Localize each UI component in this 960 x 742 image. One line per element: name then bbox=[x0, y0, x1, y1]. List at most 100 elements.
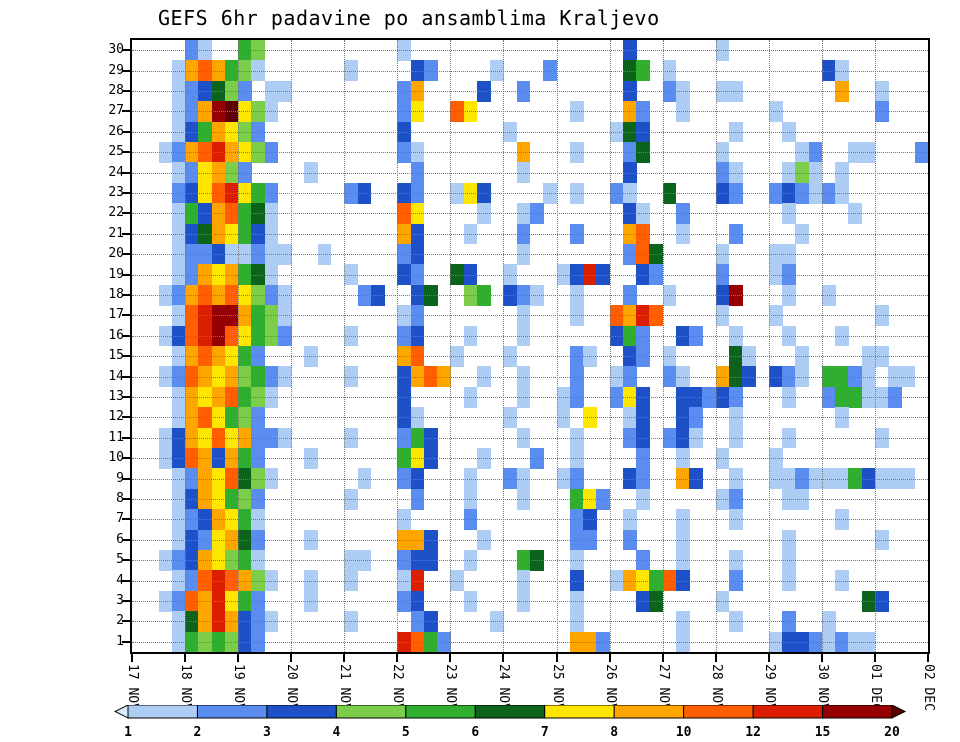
gridline-horizontal bbox=[132, 50, 928, 52]
plot-area bbox=[130, 38, 930, 654]
gridline-vertical bbox=[344, 40, 346, 652]
x-tick-label: 30 NOV bbox=[814, 664, 830, 711]
gridline-vertical bbox=[556, 40, 558, 652]
x-tick-label: 17 NOV bbox=[125, 664, 140, 711]
x-tick bbox=[343, 654, 346, 662]
gridline-vertical bbox=[715, 40, 717, 652]
y-tick-label: 10 bbox=[108, 450, 124, 466]
y-tick-label: 30 bbox=[108, 42, 124, 58]
gridline-horizontal bbox=[132, 458, 928, 460]
y-tick-label: 20 bbox=[108, 246, 124, 262]
gridline-horizontal bbox=[132, 641, 928, 643]
y-tick bbox=[122, 212, 130, 215]
y-tick-label: 13 bbox=[108, 389, 124, 404]
y-tick-label: 8 bbox=[116, 491, 124, 506]
gridline-horizontal bbox=[132, 70, 928, 72]
y-tick bbox=[122, 600, 130, 602]
x-tick-label: 20 NOV bbox=[284, 664, 300, 711]
y-tick bbox=[122, 192, 130, 194]
y-tick-label: 18 bbox=[108, 287, 124, 302]
y-tick-label: 7 bbox=[116, 511, 124, 527]
colorbar-label: 6 bbox=[471, 725, 479, 740]
colorbar-segment bbox=[613, 705, 685, 719]
x-tick bbox=[290, 654, 293, 662]
y-tick-label: 14 bbox=[108, 368, 124, 384]
y-tick bbox=[122, 232, 130, 235]
y-tick bbox=[122, 498, 130, 500]
colorbar-segment bbox=[474, 705, 546, 719]
y-tick-label: 29 bbox=[108, 62, 124, 78]
y-tick-label: 26 bbox=[108, 123, 124, 139]
gridline-horizontal bbox=[132, 111, 928, 113]
x-tick-label: 27 NOV bbox=[655, 664, 671, 711]
y-tick bbox=[122, 457, 130, 460]
y-tick-label: 25 bbox=[108, 144, 124, 160]
y-tick bbox=[122, 110, 130, 113]
gridline-horizontal bbox=[132, 560, 928, 562]
x-tick bbox=[820, 654, 823, 662]
y-tick bbox=[122, 518, 130, 521]
y-tick bbox=[122, 396, 130, 398]
gridline-horizontal bbox=[132, 315, 928, 317]
gridline-horizontal bbox=[132, 519, 928, 521]
gridline-horizontal bbox=[132, 478, 928, 480]
gridline-horizontal bbox=[132, 233, 928, 235]
y-tick-label: 4 bbox=[116, 572, 124, 588]
gridline-vertical bbox=[503, 40, 505, 652]
y-tick-label: 23 bbox=[108, 185, 124, 200]
y-tick-label: 17 bbox=[108, 307, 124, 323]
gridline-horizontal bbox=[132, 91, 928, 92]
gridline-horizontal bbox=[132, 437, 928, 439]
y-tick-label: 15 bbox=[108, 348, 124, 364]
colorbar-label: 4 bbox=[332, 725, 340, 740]
gridline-vertical bbox=[874, 40, 876, 652]
x-tick-label: 29 NOV bbox=[761, 664, 777, 711]
colorbar-segment bbox=[335, 705, 407, 719]
gridline-horizontal bbox=[132, 539, 928, 541]
y-tick-label: 24 bbox=[108, 164, 124, 180]
y-tick bbox=[122, 69, 130, 72]
gridline-horizontal bbox=[132, 213, 928, 215]
y-tick bbox=[122, 538, 130, 541]
x-tick bbox=[661, 654, 664, 662]
x-tick-label: 28 NOV bbox=[708, 664, 724, 711]
colorbar-segment bbox=[127, 705, 198, 719]
x-tick-label: 24 NOV bbox=[496, 664, 512, 711]
gridline-horizontal bbox=[132, 621, 928, 623]
y-tick-label: 9 bbox=[116, 470, 124, 486]
colorbar-legend: 1 2 3 4 5 6 7 8 10 12 15 20 bbox=[114, 705, 907, 740]
colorbar-segment bbox=[405, 705, 476, 719]
y-tick-label: 12 bbox=[108, 409, 124, 425]
colorbar-above-arrow bbox=[891, 705, 907, 719]
x-tick bbox=[237, 654, 240, 662]
y-tick-label: 11 bbox=[108, 429, 124, 445]
colorbar-label: 5 bbox=[402, 725, 410, 740]
gridline-vertical bbox=[768, 40, 770, 652]
y-tick bbox=[122, 171, 130, 174]
gridline-horizontal bbox=[132, 356, 928, 358]
colorbar-segment bbox=[683, 705, 754, 719]
y-tick-label: 28 bbox=[108, 83, 124, 98]
x-tick bbox=[555, 654, 558, 662]
colorbar-segment bbox=[266, 705, 337, 719]
colorbar-below-arrow bbox=[114, 705, 129, 719]
gridline-horizontal bbox=[132, 254, 928, 256]
gridline-horizontal bbox=[132, 131, 928, 133]
y-tick bbox=[122, 49, 130, 52]
y-tick bbox=[122, 620, 130, 623]
colorbar-label: 8 bbox=[610, 725, 618, 740]
gridline-horizontal bbox=[132, 172, 928, 174]
y-tick bbox=[122, 294, 130, 296]
y-tick bbox=[122, 314, 130, 317]
chart-title: GEFS 6hr padavine po ansamblima Kraljevo bbox=[158, 6, 660, 30]
x-tick bbox=[873, 654, 876, 662]
y-tick bbox=[122, 130, 130, 133]
colorbar-label: 10 bbox=[676, 725, 692, 740]
colorbar-segment bbox=[822, 705, 893, 719]
y-tick-label: 1 bbox=[116, 633, 124, 649]
gridline-vertical bbox=[238, 40, 240, 652]
y-tick bbox=[122, 273, 130, 276]
y-tick-label: 19 bbox=[108, 266, 124, 282]
gridline-horizontal bbox=[132, 397, 928, 398]
